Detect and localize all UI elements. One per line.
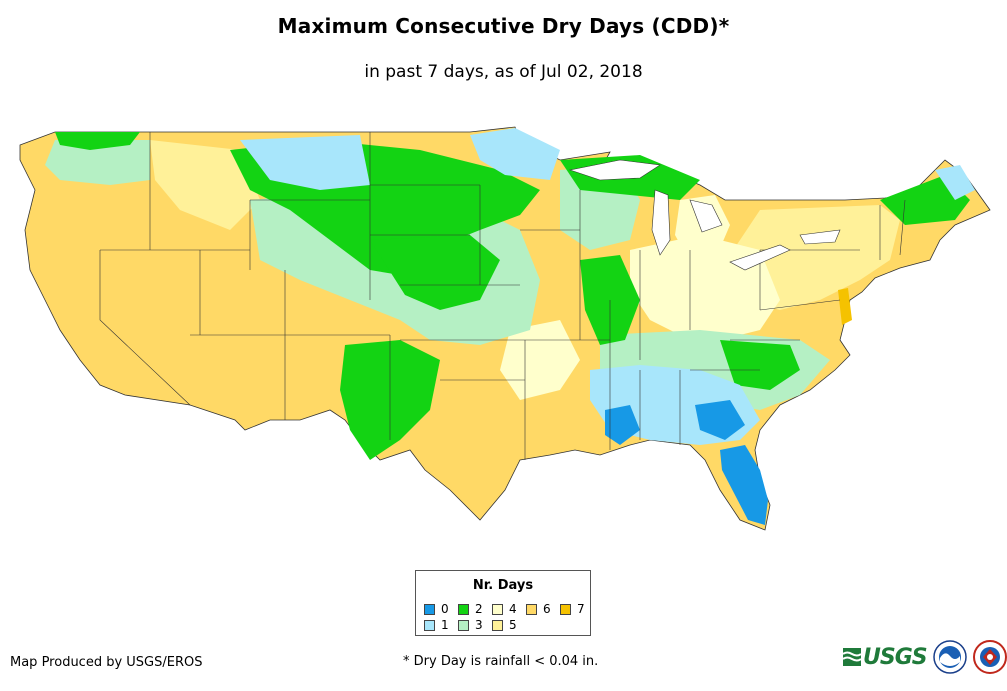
legend-swatch-0 xyxy=(424,603,435,615)
legend-label-7: 7 xyxy=(577,602,585,616)
state-boundaries xyxy=(99,132,906,460)
legend-label-2: 2 xyxy=(475,602,483,616)
region-0-mississippi xyxy=(605,405,640,445)
map-title: Maximum Consecutive Dry Days (CDD)* xyxy=(277,14,730,38)
legend-item-0: 0 xyxy=(424,602,449,616)
usgs-wave-icon xyxy=(843,648,861,666)
region-1-maine xyxy=(935,165,975,200)
lake-superior xyxy=(568,159,661,181)
legend-swatch-7 xyxy=(560,603,571,615)
lake-michigan xyxy=(651,189,671,256)
legend-item-4: 4 xyxy=(492,602,517,616)
region-2-carolinas xyxy=(720,340,800,390)
lake-erie xyxy=(729,244,791,271)
legend-label-6: 6 xyxy=(543,602,551,616)
dry-day-footnote: * Dry Day is rainfall < 0.04 in. xyxy=(403,654,599,669)
legend-item-1: 1 xyxy=(424,618,449,632)
noaa-seal-icon xyxy=(932,640,967,674)
nws-seal-icon xyxy=(972,640,1007,674)
legend-swatch-2 xyxy=(458,603,469,615)
legend-item-2: 2 xyxy=(458,602,483,616)
region-0-georgia xyxy=(695,400,745,440)
cdd-map xyxy=(19,126,991,531)
legend-title: Nr. Days xyxy=(472,578,534,593)
usgs-logo-text: USGS xyxy=(863,644,928,670)
region-1-minnesota xyxy=(470,128,560,180)
lake-huron xyxy=(689,199,723,233)
agency-logos: USGS xyxy=(843,640,1007,674)
legend-label-0: 0 xyxy=(441,602,449,616)
legend-item-3: 3 xyxy=(458,618,483,632)
legend-swatch-6 xyxy=(526,603,537,615)
region-1-north-dakota xyxy=(240,135,370,190)
legend-item-5: 5 xyxy=(492,618,517,632)
legend-swatch-1 xyxy=(424,619,435,631)
legend-label-5: 5 xyxy=(509,618,517,632)
legend-swatch-5 xyxy=(492,619,503,631)
usgs-logo: USGS xyxy=(843,644,928,670)
map-credit: Map Produced by USGS/EROS xyxy=(10,655,203,670)
legend-label-1: 1 xyxy=(441,618,449,632)
region-2-washington xyxy=(55,132,140,150)
legend-swatch-4 xyxy=(492,603,503,615)
legend-item-7: 7 xyxy=(560,602,585,616)
map-subtitle: in past 7 days, as of Jul 02, 2018 xyxy=(364,62,643,82)
legend-item-6: 6 xyxy=(526,602,551,616)
region-7-delaware xyxy=(838,288,852,325)
region-0-florida xyxy=(720,445,768,525)
legend-label-3: 3 xyxy=(475,618,483,632)
region-2-nebraska xyxy=(370,235,500,310)
region-5-west-north xyxy=(150,140,260,230)
legend-swatch-3 xyxy=(458,619,469,631)
legend: Nr. Days 0 1 2 3 4 5 6 7 xyxy=(415,570,591,636)
legend-label-4: 4 xyxy=(509,602,517,616)
region-3-nw xyxy=(45,140,150,185)
lake-ontario xyxy=(799,229,841,245)
great-lakes xyxy=(568,159,841,271)
